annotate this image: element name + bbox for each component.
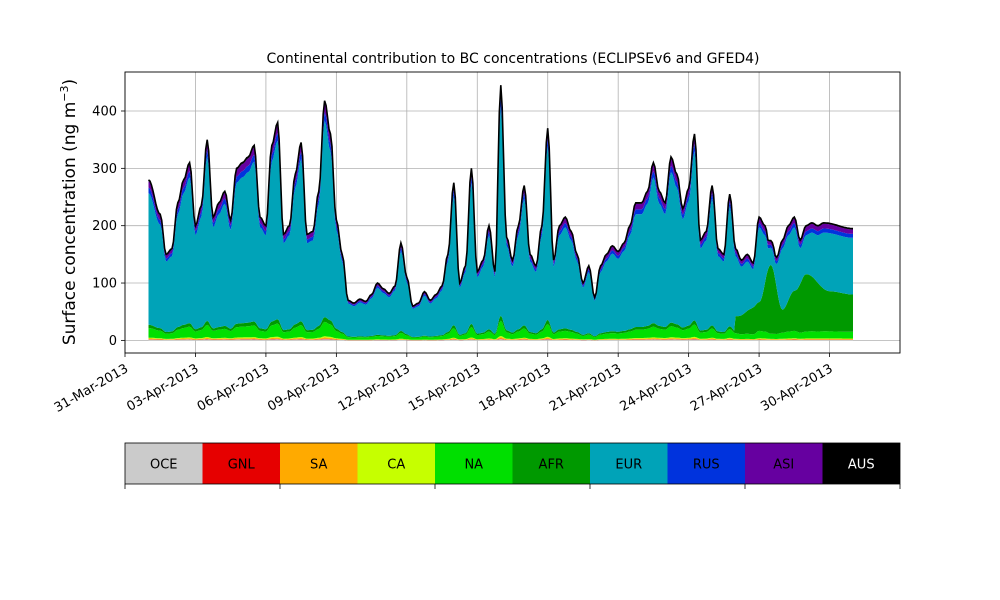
area-gnl — [148, 338, 853, 341]
stacked-areas — [147, 85, 854, 341]
y-axis-label-close: ) — [60, 79, 80, 86]
area-eur — [148, 106, 853, 338]
y-axis-label: Surface concentration (ng m−3) — [58, 79, 80, 345]
x-tick-label: 31-Mar-2013 — [52, 361, 131, 415]
legend-swatch-aus — [822, 443, 900, 484]
x-tick-label: 30-Apr-2013 — [758, 361, 835, 414]
legend-label-sa: SA — [310, 458, 327, 473]
plot-area: 0 100 200 300 400 31-Mar-201303-Apr-201306-Ap… — [52, 71, 901, 416]
legend-swatch-eur — [590, 443, 668, 484]
legend-label-afr: AFR — [539, 458, 564, 473]
legend-swatch-gnl — [202, 443, 280, 484]
area-na — [148, 320, 853, 340]
x-tick-label: 18-Apr-2013 — [477, 361, 554, 414]
legend-frame — [124, 442, 901, 485]
y-tick-label: 0 — [109, 334, 117, 349]
legend-swatch-sa — [280, 443, 358, 484]
legend-colorbar: OCE GNL SA CA NA AFR EUR RUS ASI AUS — [124, 442, 901, 489]
legend-swatch-na — [435, 443, 513, 484]
legend-swatch-ca — [357, 443, 435, 484]
area-ca — [148, 336, 853, 340]
y-tick-label: 100 — [92, 277, 117, 292]
area-oce — [148, 339, 853, 341]
y-tick-label: 300 — [92, 162, 117, 177]
svg-text:Surface concentration (ng m−3): Surface concentration (ng m−3) — [58, 79, 80, 345]
legend-swatch-asi — [745, 443, 823, 484]
total-outline — [147, 85, 854, 307]
x-tick-label: 21-Apr-2013 — [547, 361, 624, 414]
x-tick-label: 09-Apr-2013 — [265, 361, 342, 414]
x-tick-label: 15-Apr-2013 — [406, 361, 483, 414]
chart-title: Continental contribution to BC concentra… — [267, 51, 760, 67]
y-axis-label-exponent: −3 — [58, 85, 71, 101]
x-tick-label: 24-Apr-2013 — [618, 361, 695, 414]
x-tick-label: 03-Apr-2013 — [124, 361, 201, 414]
x-tick-label: 12-Apr-2013 — [336, 361, 413, 414]
area-afr — [148, 264, 853, 338]
legend-label-gnl: GNL — [228, 458, 256, 473]
y-axis-label-main: Surface concentration (ng m — [60, 102, 80, 345]
area-sa — [148, 337, 853, 341]
x-tick-label: 27-Apr-2013 — [688, 361, 765, 414]
legend-swatch-rus — [667, 443, 745, 484]
legend-swatch-afr — [512, 443, 590, 484]
legend-label-na: NA — [464, 458, 483, 473]
legend-label-aus: AUS — [848, 458, 875, 473]
legend-label-oce: OCE — [150, 458, 178, 473]
legend-label-eur: EUR — [615, 458, 642, 473]
y-tick-label: 400 — [92, 104, 117, 119]
axes-frame — [124, 71, 901, 354]
legend-label-asi: ASI — [773, 458, 794, 473]
legend-label-ca: CA — [387, 458, 405, 473]
x-tick-label: 06-Apr-2013 — [195, 361, 272, 414]
y-tick-label: 200 — [92, 219, 117, 234]
legend-label-rus: RUS — [693, 458, 720, 473]
legend-swatch-oce — [125, 443, 203, 484]
